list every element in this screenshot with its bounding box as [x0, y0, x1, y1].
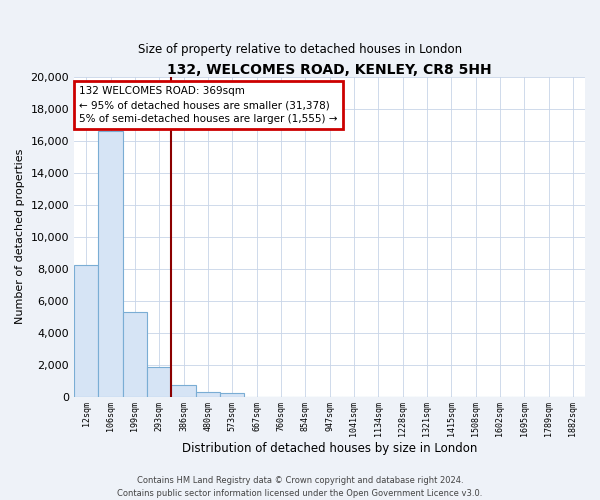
Y-axis label: Number of detached properties: Number of detached properties	[15, 149, 25, 324]
Text: Contains HM Land Registry data © Crown copyright and database right 2024.
Contai: Contains HM Land Registry data © Crown c…	[118, 476, 482, 498]
Bar	[98, 131, 123, 396]
Bar	[123, 312, 147, 396]
Text: Size of property relative to detached houses in London: Size of property relative to detached ho…	[138, 42, 462, 56]
X-axis label: Distribution of detached houses by size in London: Distribution of detached houses by size …	[182, 442, 477, 455]
Bar	[147, 367, 172, 396]
Bar	[220, 393, 244, 396]
Title: 132, WELCOMES ROAD, KENLEY, CR8 5HH: 132, WELCOMES ROAD, KENLEY, CR8 5HH	[167, 62, 492, 76]
Bar	[172, 384, 196, 396]
Bar	[196, 392, 220, 396]
Text: 132 WELCOMES ROAD: 369sqm
← 95% of detached houses are smaller (31,378)
5% of se: 132 WELCOMES ROAD: 369sqm ← 95% of detac…	[79, 86, 338, 124]
Bar	[74, 266, 98, 396]
